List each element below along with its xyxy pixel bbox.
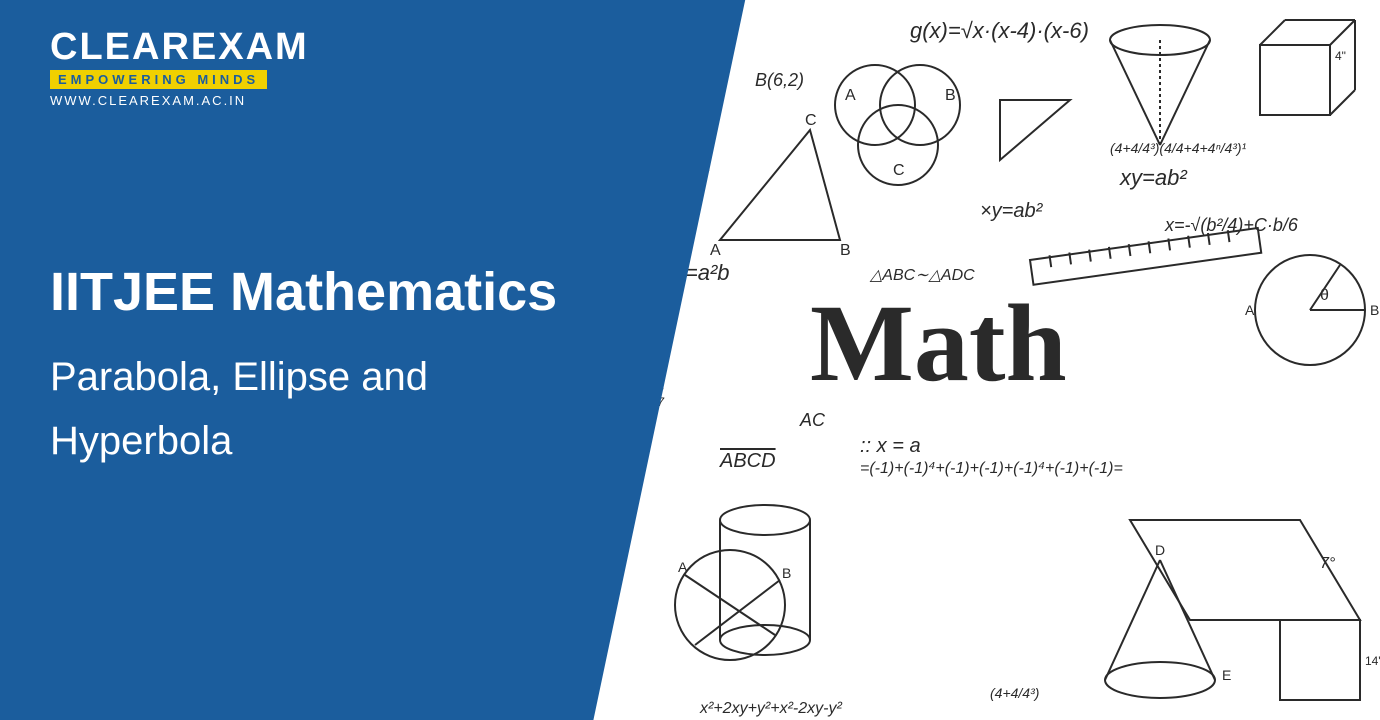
svg-text:14": 14" (1365, 654, 1380, 668)
svg-text:A: A (678, 559, 688, 575)
banner-container: A B C (0, 0, 1380, 720)
svg-text:C: C (893, 162, 905, 179)
formula-xyab: xy=ab² (1120, 165, 1187, 191)
formula-neg1: =(-1)+(-1)⁴+(-1)+(-1)+(-1)⁴+(-1)+(-1)= (860, 460, 1123, 478)
svg-text:A: A (710, 242, 721, 259)
math-word: Math (810, 280, 1067, 407)
formula-ac: AC (800, 410, 825, 431)
formula-xeq: :: x = a (860, 435, 921, 458)
svg-text:4": 4" (1335, 49, 1346, 63)
subtitle-line2: Hyperbola (50, 409, 557, 473)
page-subtitle: Parabola, Ellipse and Hyperbola (50, 345, 557, 473)
logo-main-text: CLEAREXAM (50, 28, 309, 66)
formula-gx: g(x)=√x·(x-4)·(x-6) (910, 18, 1089, 44)
formula-sqrt: x=-√(b²/4)+C·b/6 (1165, 215, 1298, 236)
formula-xyab2: ×y=ab² (980, 200, 1042, 223)
svg-text:C: C (805, 112, 817, 129)
num-7deg: 7° (1320, 555, 1335, 573)
svg-text:A: A (845, 87, 856, 104)
svg-text:θ: θ (1320, 287, 1329, 304)
svg-text:B: B (945, 87, 956, 104)
svg-text:B: B (1370, 302, 1379, 318)
subtitle-line1: Parabola, Ellipse and (50, 345, 557, 409)
formula-poly: x²+2xy+y²+x²-2xy-y² (700, 700, 842, 718)
svg-text:B: B (840, 242, 851, 259)
svg-text:D: D (1155, 542, 1165, 558)
logo-url: WWW.CLEAREXAM.AC.IN (50, 93, 309, 108)
svg-text:A: A (1245, 302, 1255, 318)
content-block: IITJEE Mathematics Parabola, Ellipse and… (50, 260, 557, 473)
svg-text:E: E (1222, 667, 1231, 683)
brand-logo: CLEAREXAM EMPOWERING MINDS WWW.CLEAREXAM… (50, 28, 309, 108)
formula-similar: △ABC∼△ADC (870, 265, 975, 285)
formula-44: (4+4/4³) (990, 685, 1039, 701)
formula-abcd: ABCD (720, 450, 776, 473)
formula-b62: B(6,2) (755, 70, 804, 91)
logo-tagline: EMPOWERING MINDS (50, 70, 267, 89)
formula-frac44: (4+4/4³)(4/4+4+4ⁿ/4³)¹ (1110, 140, 1246, 156)
page-title: IITJEE Mathematics (50, 260, 557, 325)
svg-text:B: B (782, 565, 791, 581)
